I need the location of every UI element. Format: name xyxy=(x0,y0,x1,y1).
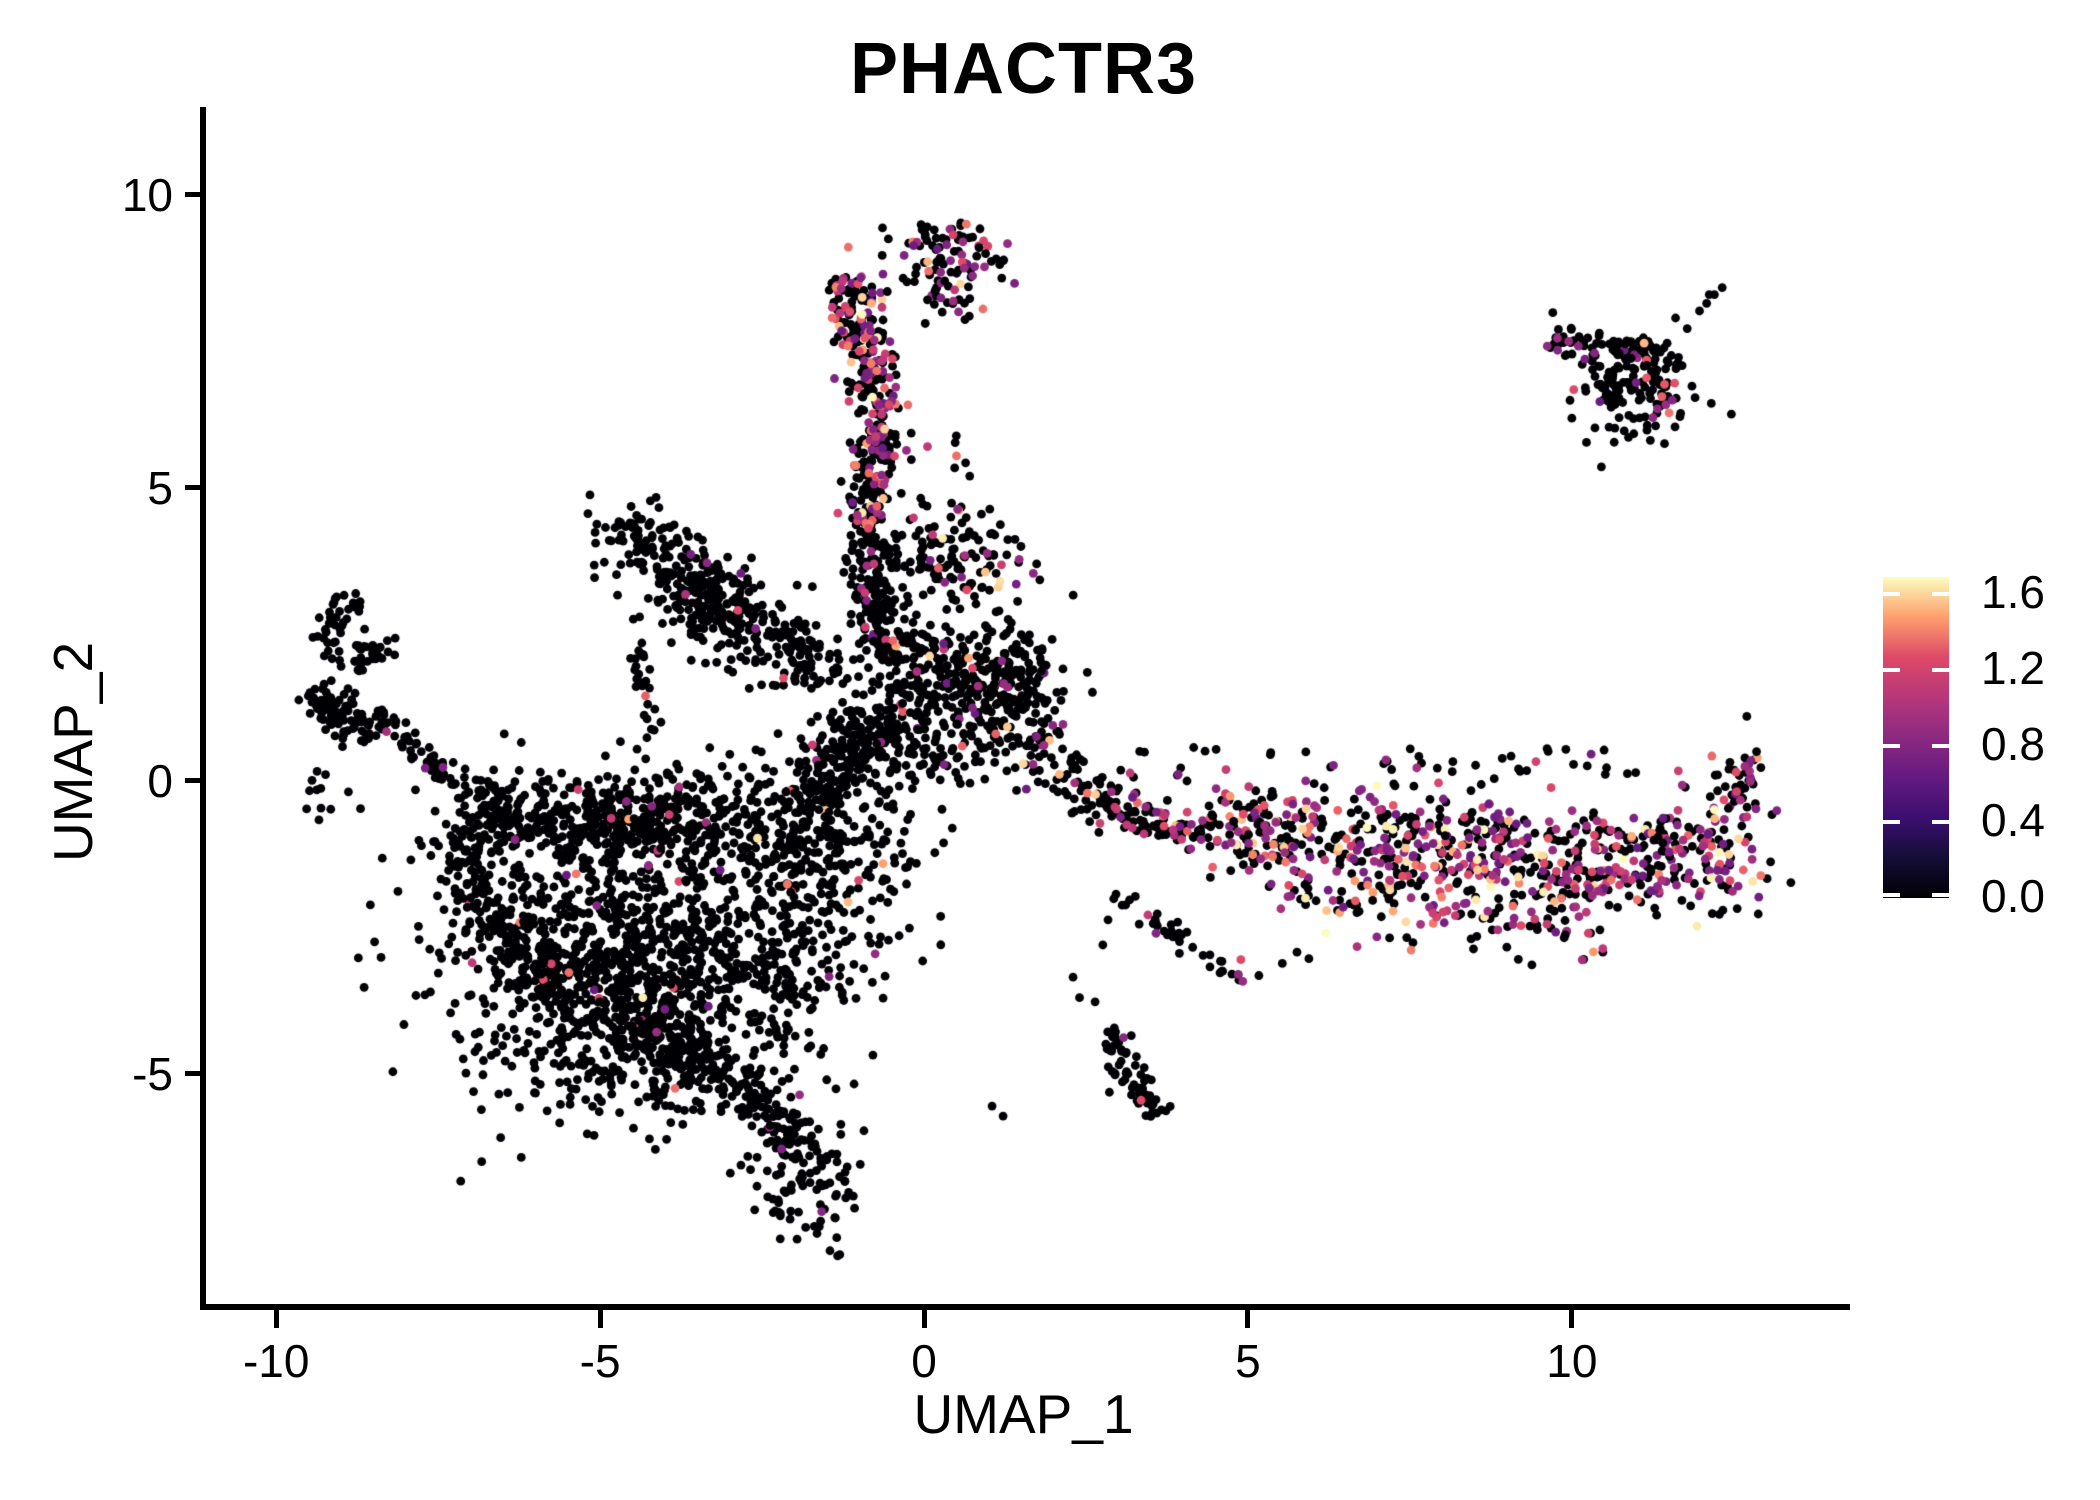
colorbar-tick-mark xyxy=(1883,592,1900,596)
colorbar-tick-mark xyxy=(1883,744,1900,748)
colorbar-tick-mark xyxy=(1932,592,1949,596)
y-tick-mark xyxy=(185,485,203,491)
colorbar-tick-label: 1.2 xyxy=(1981,642,2045,694)
colorbar-tick-label: 0.8 xyxy=(1981,718,2045,770)
colorbar-tick-mark xyxy=(1883,820,1900,824)
colorbar-tick-mark xyxy=(1932,668,1949,672)
y-tick-label: 10 xyxy=(121,168,173,221)
colorbar-tick-mark xyxy=(1883,668,1900,672)
y-axis-line xyxy=(200,107,206,1310)
colorbar-tick-label: 0.4 xyxy=(1981,794,2045,846)
colorbar-gradient xyxy=(1883,577,1949,898)
y-tick-label: -5 xyxy=(132,1047,173,1100)
y-axis-title: UMAP_2 xyxy=(42,641,104,863)
colorbar-tick-mark xyxy=(1932,744,1949,748)
x-tick-label: 10 xyxy=(1546,1335,1598,1387)
x-tick-mark xyxy=(1245,1310,1251,1328)
x-tick-mark xyxy=(273,1310,279,1328)
plot-title: PHACTR3 xyxy=(849,29,1198,109)
colorbar-tick-mark xyxy=(1883,893,1900,897)
x-tick-mark xyxy=(597,1310,603,1328)
x-axis-line xyxy=(200,1304,1850,1310)
x-tick-label: -5 xyxy=(579,1335,621,1387)
x-tick-label: 0 xyxy=(911,1335,937,1387)
y-tick-mark xyxy=(185,192,203,198)
y-tick-mark xyxy=(185,1071,203,1077)
colorbar-tick-label: 1.6 xyxy=(1981,566,2045,618)
x-tick-label: -10 xyxy=(242,1335,310,1387)
colorbar-tick-mark xyxy=(1932,893,1949,897)
colorbar-tick-label: 0.0 xyxy=(1981,870,2045,922)
colorbar-tick-mark xyxy=(1932,820,1949,824)
y-tick-label: 5 xyxy=(147,461,173,514)
x-tick-label: 5 xyxy=(1235,1335,1261,1387)
y-tick-label: 0 xyxy=(147,754,173,807)
x-axis-title: UMAP_1 xyxy=(913,1383,1134,1445)
x-tick-mark xyxy=(921,1310,927,1328)
y-tick-mark xyxy=(185,778,203,784)
x-tick-mark xyxy=(1569,1310,1575,1328)
